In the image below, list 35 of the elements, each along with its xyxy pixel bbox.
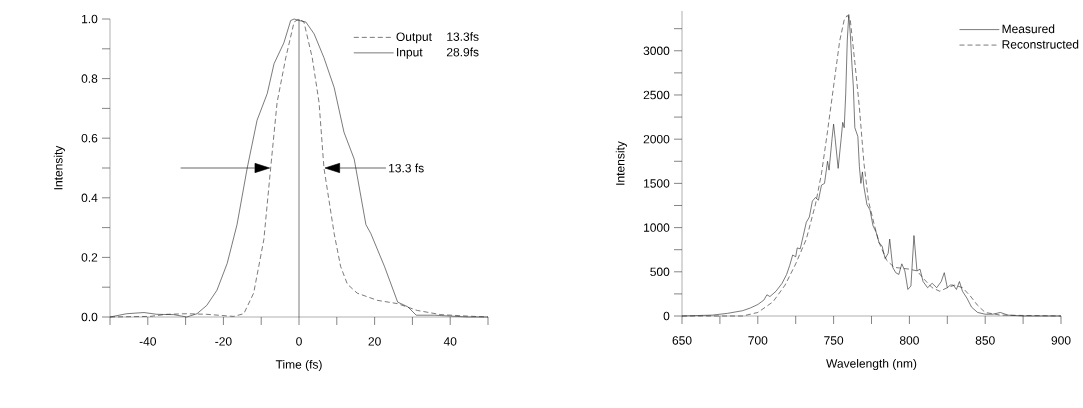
y-tick-label: 2500 [643, 90, 670, 100]
legend-label: Measured [1002, 24, 1055, 34]
y-tick-label: 0.0 [81, 312, 98, 322]
x-tick-label: 700 [748, 336, 768, 345]
y-axis-title: Intensity [615, 141, 627, 185]
x-tick-label: 850 [975, 336, 995, 345]
y-tick-label: 3000 [643, 46, 670, 56]
annotation: 28.9fs [446, 47, 479, 57]
y-axis-title: Intensity [53, 145, 65, 190]
y-tick-label: 500 [650, 267, 670, 277]
x-axis-title: Wavelength (nm) [826, 358, 917, 371]
x-tick-label: 40 [443, 337, 457, 346]
legend-label: Reconstructed [1002, 39, 1079, 49]
y-tick-label: 1000 [644, 223, 670, 232]
x-tick-label: 750 [824, 336, 844, 345]
x-tick-label: 650 [672, 336, 692, 345]
y-tick-label: 0 [663, 311, 670, 321]
y-tick-label: 0.4 [81, 193, 98, 203]
x-tick-label: -40 [139, 337, 157, 346]
legend-label: Output [396, 32, 432, 44]
x-tick-label: 800 [899, 336, 919, 345]
x-tick-label: 900 [1051, 336, 1071, 345]
y-tick-label: 2000 [643, 134, 670, 144]
y-tick-label: 1500 [644, 179, 670, 188]
x-tick-label: 20 [368, 337, 381, 346]
y-tick-label: 0.2 [81, 253, 98, 262]
y-tick-label: 0.6 [81, 133, 98, 143]
x-tick-label: 0 [296, 337, 302, 346]
x-axis-title: Time (fs) [275, 359, 322, 372]
annotation: 13.3 fs [389, 163, 424, 173]
y-tick-label: 0.8 [81, 74, 98, 83]
legend-label: Input [397, 48, 423, 59]
x-tick-label: -20 [215, 337, 232, 346]
annotation: 13.3fs [447, 32, 479, 41]
y-tick-label: 1.0 [82, 14, 98, 24]
